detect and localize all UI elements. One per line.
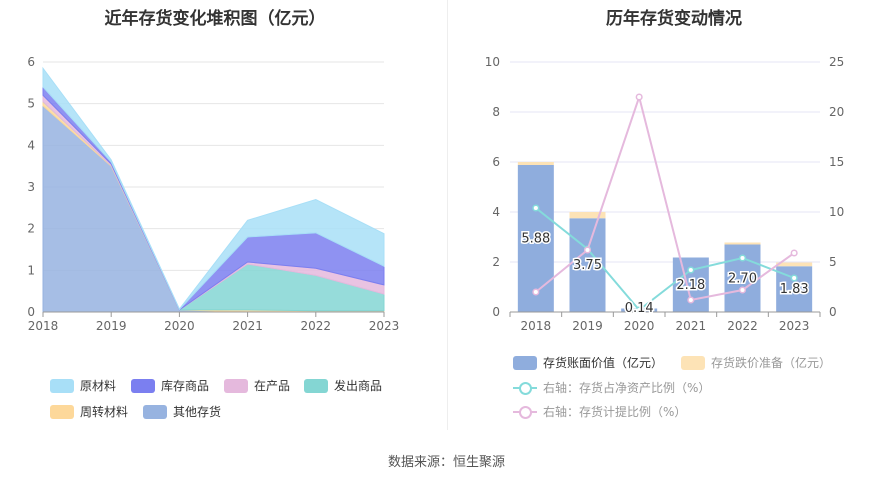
legend-line-swatch <box>513 381 537 395</box>
line-point <box>532 204 540 212</box>
x-tick-label: 2023 <box>369 319 400 333</box>
legend-swatch <box>50 404 74 419</box>
line-point <box>635 93 643 101</box>
area-series-原材料 <box>42 66 385 311</box>
y-tick-label: 6 <box>27 55 35 69</box>
line-point <box>687 266 695 274</box>
legend-label: 原材料 <box>80 379 117 393</box>
x-tick-label: 2021 <box>232 319 263 333</box>
legend-label: 右轴：存货计提比例（%） <box>543 405 687 419</box>
line-point <box>635 306 643 314</box>
legend-item-turnover[interactable]: 周转材料 <box>50 403 128 420</box>
x-tick-label: 2023 <box>779 319 810 333</box>
legend-swatch <box>681 355 705 370</box>
x-tick-label: 2018 <box>28 319 59 333</box>
y-left-tick-label: 6 <box>492 155 500 169</box>
bar-reserve-2018 <box>517 162 554 165</box>
data-source: 数据来源：恒生聚源 <box>387 455 505 470</box>
line-point <box>738 286 747 294</box>
legend-swatch <box>224 378 248 393</box>
legend-item-wip[interactable]: 在产品 <box>224 377 290 394</box>
legend-label: 右轴：存货占净资产比例（%） <box>543 381 711 395</box>
bar-reserve-2023 <box>776 262 813 267</box>
legend-line-swatch <box>513 405 537 419</box>
x-tick-label: 2022 <box>727 319 758 333</box>
left-chart-title: 近年存货变化堆积图（亿元） <box>104 9 326 29</box>
legend-item-provision[interactable]: 右轴：存货计提比例（%） <box>513 403 686 420</box>
y-left-tick-label: 2 <box>492 255 500 269</box>
legend-swatch <box>304 378 328 393</box>
y-tick-label: 5 <box>27 97 35 111</box>
y-left-tick-label: 10 <box>485 55 500 69</box>
y-tick-label: 0 <box>27 305 35 319</box>
legend-item-reserve[interactable]: 存货跌价准备（亿元） <box>681 354 831 371</box>
legend-label: 在产品 <box>254 379 291 393</box>
x-tick-label: 2020 <box>624 319 655 333</box>
bar-reserve-2019 <box>569 212 606 219</box>
line-series-provision <box>535 93 795 302</box>
legend-label: 其他存货 <box>173 405 222 419</box>
y-right-tick-label: 10 <box>829 205 844 219</box>
line-point <box>583 246 592 254</box>
legend-item-ratio[interactable]: 右轴：存货占净资产比例（%） <box>513 379 710 396</box>
legend-swatch <box>513 355 537 370</box>
y-right-tick-label: 15 <box>829 155 844 169</box>
y-right-tick-label: 0 <box>829 305 837 319</box>
y-right-tick-label: 5 <box>829 255 837 269</box>
x-tick-label: 2019 <box>572 319 603 333</box>
x-tick-label: 2019 <box>96 319 127 333</box>
y-tick-label: 1 <box>27 263 35 277</box>
legend-item-stock[interactable]: 库存商品 <box>131 377 209 394</box>
stacked-area-chart: 0 1 2 3 4 5 6 2018 2019 2020 2021 2022 2023 <box>27 55 400 333</box>
bar-data-label: 2.70 <box>728 271 757 286</box>
y-right-tick-label: 20 <box>829 105 844 119</box>
legend-label: 库存商品 <box>161 379 210 393</box>
panel-divider <box>447 0 448 430</box>
legend-item-other[interactable]: 其他存货 <box>143 403 221 420</box>
bar-data-label: 1.83 <box>780 282 809 297</box>
line-point <box>687 296 695 304</box>
legend-label: 发出商品 <box>334 379 383 393</box>
y-tick-label: 3 <box>27 180 35 194</box>
x-tick-label: 2018 <box>521 319 552 333</box>
bar-data-label: 2.18 <box>676 278 705 293</box>
bar-book-value-2019 <box>569 218 606 312</box>
bar-book-value-2018 <box>517 165 554 312</box>
x-tick-label: 2022 <box>301 319 332 333</box>
y-right-tick-label: 25 <box>829 55 844 69</box>
legend-label: 存货跌价准备（亿元） <box>711 356 832 370</box>
legend-swatch <box>131 378 155 393</box>
legend-item-raw[interactable]: 原材料 <box>50 377 116 394</box>
y-left-tick-label: 0 <box>492 305 500 319</box>
bar-data-label: 5.88 <box>521 232 550 247</box>
legend-label: 周转材料 <box>80 405 129 419</box>
x-tick-label: 2021 <box>676 319 707 333</box>
bar-data-label: 3.75 <box>573 258 602 273</box>
x-tick-label: 2020 <box>164 319 195 333</box>
y-left-tick-label: 4 <box>492 205 500 219</box>
line-point <box>738 254 747 262</box>
legend-swatch <box>50 378 74 393</box>
line-point <box>532 288 540 296</box>
line-point <box>790 249 798 257</box>
legend-item-book-value[interactable]: 存货账面价值（亿元） <box>513 354 663 371</box>
bar-data-label: 0.14 <box>625 301 654 316</box>
legend-swatch <box>143 404 167 419</box>
y-left-tick-label: 8 <box>492 105 500 119</box>
line-point <box>790 274 798 282</box>
bar-reserve-2022 <box>724 242 761 245</box>
y-tick-label: 2 <box>27 222 35 236</box>
legend-label: 存货账面价值（亿元） <box>543 356 664 370</box>
inventory-bar-line-chart: 0 2 4 6 8 10 0 5 10 15 20 25 2018 2019 2020 2021 2022 202… <box>485 55 845 333</box>
legend-item-shipped[interactable]: 发出商品 <box>304 377 382 394</box>
line-series-ratio <box>535 207 795 312</box>
right-chart-title: 历年存货变动情况 <box>606 9 742 29</box>
y-tick-label: 4 <box>27 138 35 152</box>
